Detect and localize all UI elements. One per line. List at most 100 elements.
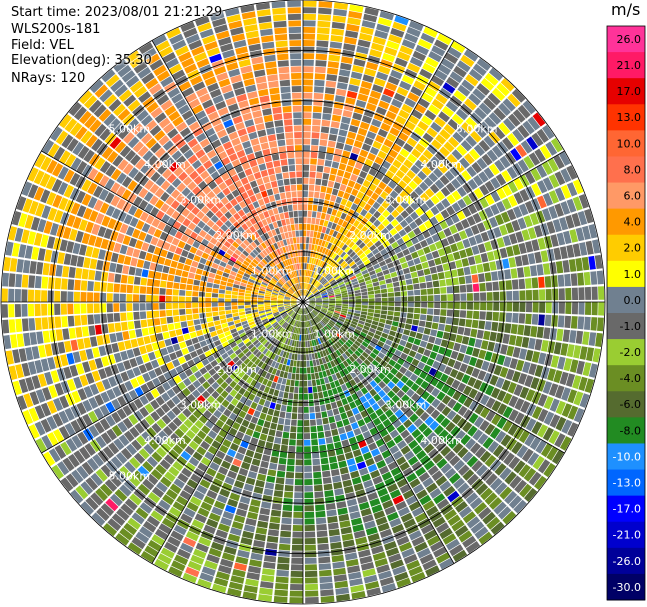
- velocity-gate: [317, 159, 325, 166]
- velocity-gate: [294, 320, 297, 327]
- velocity-gate: [479, 197, 489, 209]
- velocity-gate: [119, 223, 129, 234]
- velocity-gate: [534, 339, 543, 351]
- velocity-gate: [77, 388, 88, 401]
- velocity-gate: [267, 408, 275, 416]
- velocity-gate: [218, 289, 226, 294]
- velocity-gate: [337, 426, 346, 435]
- velocity-gate: [47, 143, 60, 158]
- velocity-gate: [114, 489, 128, 502]
- velocity-gate: [495, 377, 505, 389]
- velocity-gate: [277, 556, 290, 564]
- velocity-gate: [270, 302, 277, 304]
- velocity-gate: [233, 284, 240, 289]
- velocity-gate: [462, 354, 471, 365]
- velocity-gate: [271, 304, 278, 307]
- velocity-gate: [277, 305, 284, 308]
- velocity-gate: [333, 254, 340, 261]
- velocity-gate: [473, 292, 480, 301]
- velocity-gate: [177, 240, 186, 249]
- velocity-gate: [419, 314, 427, 321]
- velocity-gate: [255, 265, 262, 272]
- velocity-gate: [357, 373, 365, 381]
- velocity-gate: [339, 362, 346, 370]
- velocity-gate: [434, 257, 442, 266]
- velocity-gate: [480, 292, 487, 301]
- velocity-gate: [567, 389, 578, 404]
- velocity-gate: [186, 237, 195, 246]
- velocity-gate: [527, 253, 536, 265]
- velocity-gate: [141, 327, 149, 336]
- velocity-gate: [250, 209, 258, 217]
- velocity-gate: [307, 293, 313, 298]
- velocity-gate: [268, 317, 275, 322]
- velocity-gate: [251, 356, 258, 363]
- velocity-gate: [183, 484, 195, 495]
- velocity-gate: [249, 251, 257, 259]
- velocity-gate: [204, 175, 214, 185]
- velocity-gate: [312, 204, 318, 212]
- velocity-gate: [201, 205, 210, 215]
- velocity-gate: [466, 455, 479, 468]
- velocity-gate: [433, 546, 448, 558]
- velocity-gate: [73, 291, 80, 302]
- velocity-gate: [160, 280, 167, 288]
- velocity-gate: [210, 214, 219, 223]
- velocity-gate: [259, 327, 266, 333]
- velocity-gate: [305, 307, 309, 314]
- velocity-gate: [53, 397, 64, 412]
- velocity-gate: [407, 456, 419, 466]
- velocity-gate: [87, 314, 95, 325]
- velocity-gate: [122, 163, 134, 175]
- velocity-gate: [446, 387, 456, 398]
- velocity-gate: [422, 132, 434, 143]
- velocity-gate: [396, 238, 405, 246]
- velocity-gate: [110, 182, 121, 194]
- velocity-gate: [93, 171, 104, 184]
- velocity-gate: [198, 307, 206, 313]
- velocity-gate: [113, 293, 120, 302]
- velocity-gate: [306, 307, 311, 313]
- velocity-gate: [522, 120, 535, 135]
- velocity-gate: [199, 286, 206, 292]
- velocity-gate: [176, 495, 189, 507]
- velocity-gate: [224, 178, 234, 187]
- velocity-gate: [255, 351, 262, 358]
- velocity-gate: [227, 321, 235, 327]
- velocity-gate: [190, 554, 205, 565]
- velocity-gate: [36, 331, 44, 344]
- velocity-gate: [278, 335, 284, 342]
- velocity-gate: [271, 368, 278, 375]
- velocity-gate: [250, 241, 258, 249]
- velocity-gate: [80, 314, 88, 326]
- velocity-gate: [238, 410, 247, 419]
- velocity-gate: [572, 196, 583, 211]
- velocity-gate: [304, 524, 315, 532]
- velocity-gate: [160, 403, 171, 414]
- velocity-gate: [263, 321, 270, 327]
- velocity-gate: [337, 279, 344, 284]
- velocity-gate: [206, 219, 215, 228]
- velocity-gate: [384, 257, 393, 264]
- velocity-gate: [325, 403, 332, 411]
- velocity-gate: [374, 293, 381, 298]
- velocity-gate: [334, 441, 342, 449]
- velocity-gate: [68, 327, 76, 339]
- velocity-gate: [223, 241, 232, 248]
- velocity-gate: [113, 122, 126, 136]
- velocity-gate: [176, 456, 188, 467]
- velocity-gate: [271, 346, 277, 353]
- velocity-gate: [352, 236, 360, 244]
- velocity-gate: [108, 98, 122, 112]
- velocity-gate: [52, 413, 64, 427]
- velocity-gate: [248, 393, 256, 401]
- velocity-gate: [278, 280, 284, 286]
- velocity-gate: [373, 376, 382, 384]
- velocity-gate: [169, 330, 177, 338]
- velocity-gate: [221, 232, 230, 240]
- velocity-gate: [265, 441, 273, 450]
- velocity-gate: [485, 282, 493, 291]
- velocity-gate: [192, 302, 199, 308]
- velocity-gate: [343, 206, 350, 214]
- velocity-gate: [133, 294, 139, 302]
